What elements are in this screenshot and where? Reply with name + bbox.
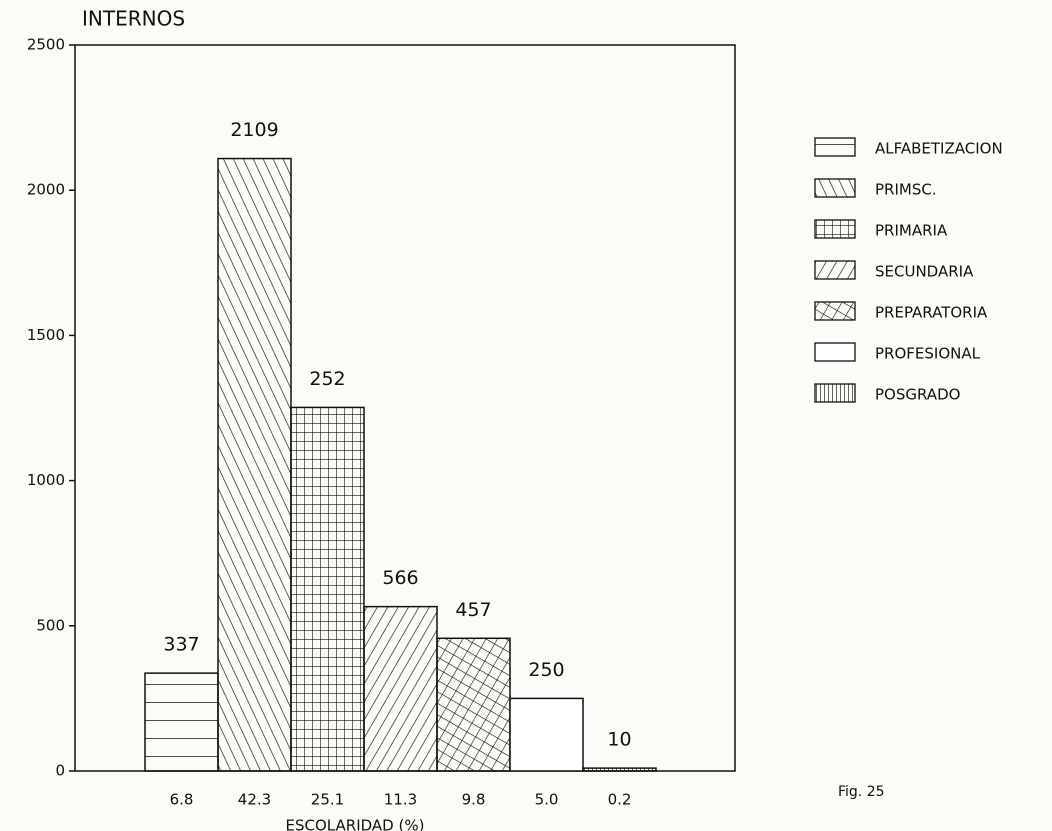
bar bbox=[290, 406, 365, 772]
bar bbox=[436, 637, 511, 772]
x-tick-label: 9.8 bbox=[462, 791, 486, 809]
legend-swatch bbox=[814, 301, 856, 321]
legend-label: PREPARATORIA bbox=[875, 304, 988, 322]
value-label: 2109 bbox=[230, 119, 278, 141]
x-tick-label: 6.8 bbox=[170, 791, 194, 809]
legend-label: POSGRADO bbox=[875, 386, 960, 404]
value-label: 337 bbox=[163, 634, 199, 656]
y-axis-title: INTERNOS bbox=[82, 7, 185, 31]
value-label: 250 bbox=[528, 659, 564, 681]
legend-label: PRIMARIA bbox=[875, 222, 948, 240]
x-tick-label: 0.2 bbox=[608, 791, 632, 809]
legend-swatch bbox=[814, 383, 856, 403]
value-label: 566 bbox=[382, 567, 418, 589]
value-label: 457 bbox=[455, 599, 491, 621]
y-tick-label: 2500 bbox=[27, 36, 65, 54]
figure-label: Fig. 25 bbox=[838, 784, 885, 800]
y-tick-label: 0 bbox=[55, 762, 65, 780]
legend-swatch bbox=[814, 260, 856, 280]
x-tick-label: 11.3 bbox=[384, 791, 417, 809]
bar bbox=[509, 697, 584, 772]
legend-swatch bbox=[814, 342, 856, 362]
legend-label: PRIMSC. bbox=[875, 181, 937, 199]
bar bbox=[144, 672, 219, 772]
y-tick-label: 1000 bbox=[27, 471, 65, 489]
legend-swatch bbox=[814, 219, 856, 239]
legend-label: SECUNDARIA bbox=[875, 263, 974, 281]
legend-swatch bbox=[814, 178, 856, 198]
x-tick-label: 25.1 bbox=[311, 791, 344, 809]
x-tick-label: 42.3 bbox=[238, 791, 271, 809]
y-tick-label: 2000 bbox=[27, 181, 65, 199]
x-tick-label: 5.0 bbox=[535, 791, 559, 809]
bar bbox=[363, 605, 438, 772]
y-tick-label: 500 bbox=[36, 616, 65, 634]
bar bbox=[582, 767, 657, 772]
legend-label: PROFESIONAL bbox=[875, 345, 981, 363]
y-tick-label: 1500 bbox=[27, 326, 65, 344]
legend-swatch bbox=[814, 137, 856, 157]
x-axis-title: ESCOLARIDAD (%) bbox=[286, 817, 425, 831]
value-label: 252 bbox=[309, 368, 345, 390]
legend-label: ALFABETIZACION bbox=[875, 140, 1003, 158]
bar bbox=[217, 157, 292, 772]
value-label: 10 bbox=[607, 729, 631, 751]
